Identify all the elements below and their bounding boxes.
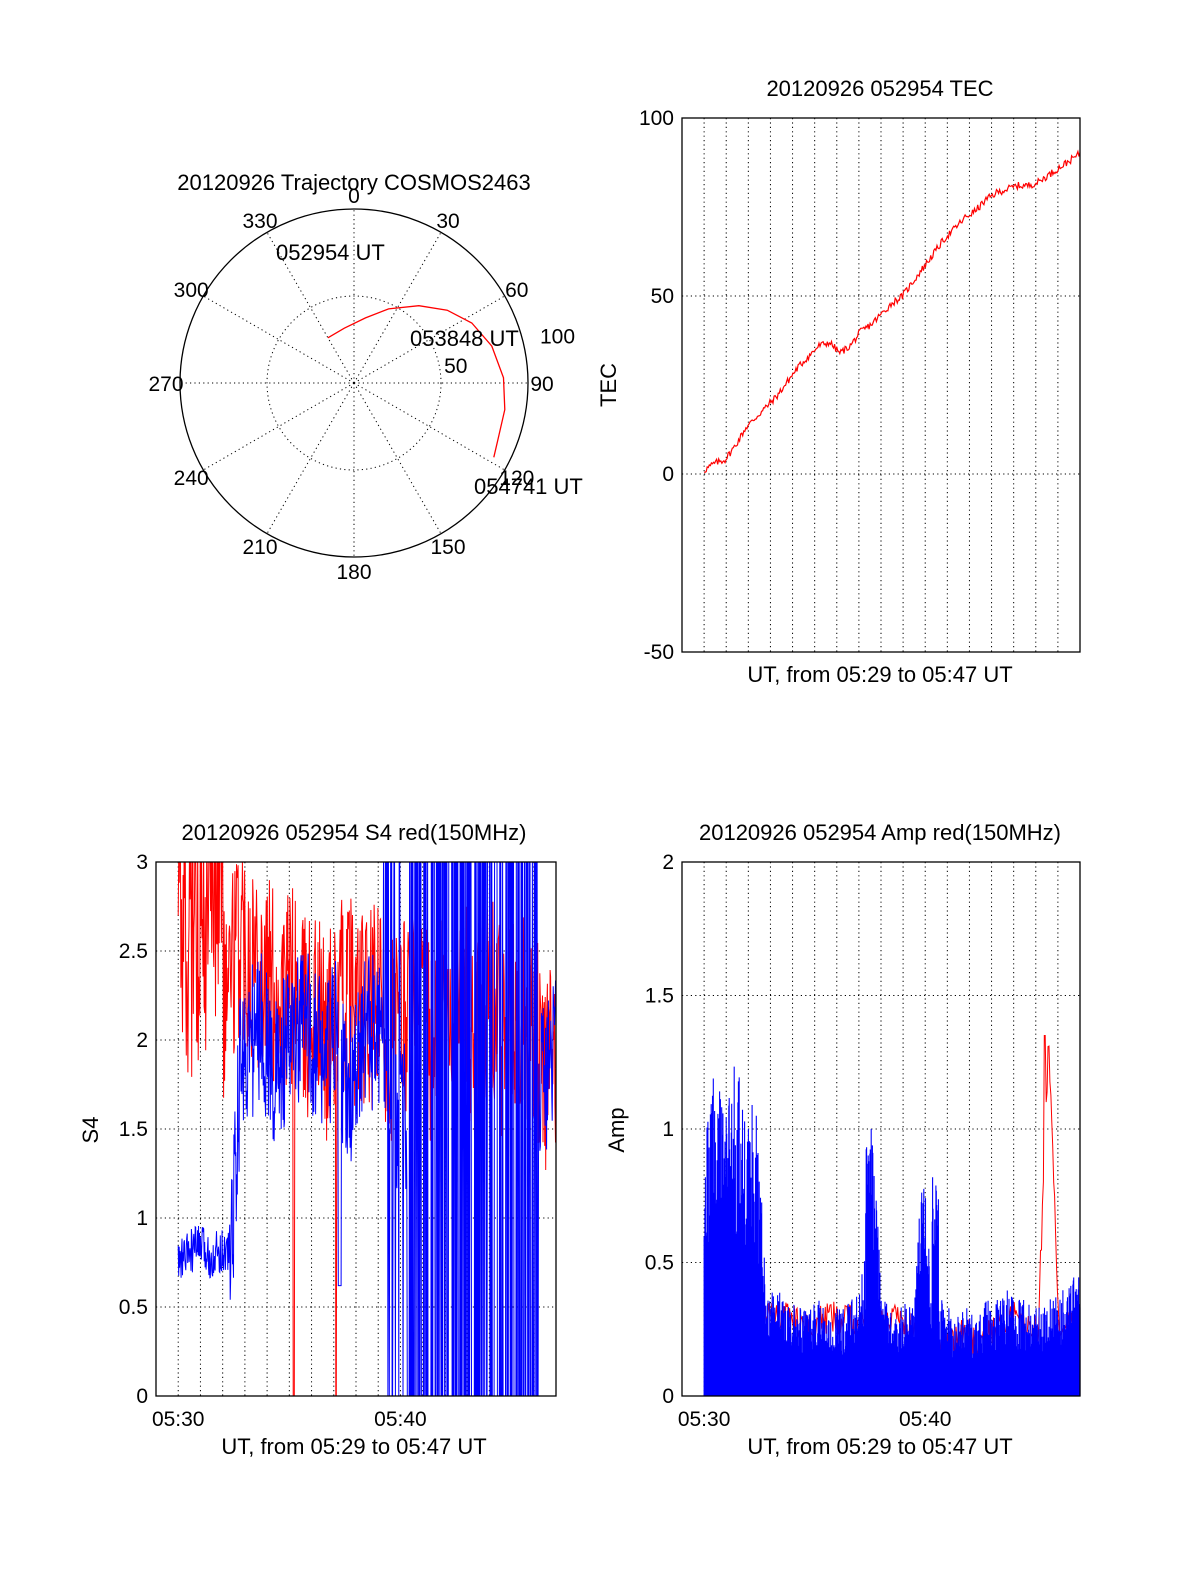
s4-panel: 20120926 052954 S4 red(150MHz) UT, from … [78,820,557,1459]
angle-label-240: 240 [174,467,209,490]
amp-ylabel: Amp [604,1107,629,1152]
xtick-label-0530: 05:30 [678,1408,731,1431]
trajectory-line [327,305,506,458]
ytick-label-0: 0 [662,1385,674,1408]
tec-line [704,149,1081,473]
angle-label-120: 120 [499,467,534,490]
ytick-label-3: 3 [136,851,148,874]
tec-panel: 20120926 052954 TEC UT, from 05:29 to 05… [596,76,1081,687]
polar-ring-50 [266,295,442,471]
xtick-label-0540: 05:40 [374,1408,427,1431]
amp-panel: 20120926 052954 Amp red(150MHz) UT, from… [604,820,1081,1459]
amp-blue-spikes [703,1066,1081,1396]
angle-label-270: 270 [148,373,183,396]
ytick-label-50: 50 [651,285,674,308]
trajectory-mid-label: 053848 UT [410,326,519,351]
ytick-label-100: 100 [639,107,674,130]
ytick-label-1.5: 1.5 [645,985,674,1008]
tec-ylabel: TEC [596,363,621,407]
tec-title: 20120926 052954 TEC [766,76,993,101]
ytick-label-1.5: 1.5 [119,1118,148,1141]
ytick-label-2: 2 [662,851,674,874]
s4-xlabel: UT, from 05:29 to 05:47 UT [221,1434,486,1459]
ytick-label-0: 0 [136,1385,148,1408]
trajectory-end-label: 054741 UT [474,474,583,499]
angle-label-330: 330 [242,210,277,233]
angle-label-300: 300 [174,279,209,302]
trajectory-start-label: 052954 UT [276,240,385,265]
angle-label-150: 150 [430,536,465,559]
tec-xlabel: UT, from 05:29 to 05:47 UT [747,662,1012,687]
ytick-label--50: -50 [644,641,674,664]
amp-title: 20120926 052954 Amp red(150MHz) [699,820,1061,845]
plot-frame [681,117,1081,653]
plot-frame [681,861,1081,1397]
amp-xlabel: UT, from 05:29 to 05:47 UT [747,1434,1012,1459]
ytick-label-2: 2 [136,1029,148,1052]
xtick-label-0530: 05:30 [152,1408,205,1431]
angle-label-0: 0 [348,185,360,208]
angle-label-60: 60 [505,279,528,302]
ytick-label-0.5: 0.5 [645,1252,674,1275]
angle-label-210: 210 [242,536,277,559]
polar-spoke-300 [203,295,355,384]
s4-red-line [177,862,556,1396]
polar-trajectory-panel: 20120926 Trajectory COSMOS2463 0 30 60 90 12… [148,170,582,584]
polar-spoke-150 [353,382,442,534]
ytick-label-0.5: 0.5 [119,1296,148,1319]
s4-blue-line [177,862,556,1396]
plot-frame [155,861,557,1397]
angle-label-30: 30 [436,210,459,233]
ytick-label-0: 0 [662,463,674,486]
ytick-label-1: 1 [136,1207,148,1230]
polar-spoke-120 [353,382,505,471]
polar-spoke-210 [266,382,355,534]
radius-label-50: 50 [444,355,467,378]
polar-spoke-240 [203,382,355,471]
ytick-label-2.5: 2.5 [119,940,148,963]
radius-label-100: 100 [540,325,575,348]
s4-title: 20120926 052954 S4 red(150MHz) [182,820,527,845]
s4-ylabel: S4 [78,1117,103,1144]
polar-title: 20120926 Trajectory COSMOS2463 [177,170,530,195]
angle-label-90: 90 [530,373,553,396]
angle-label-180: 180 [336,561,371,584]
polar-outer-ring [179,208,529,558]
ytick-label-1: 1 [662,1118,674,1141]
xtick-label-0540: 05:40 [899,1408,952,1431]
